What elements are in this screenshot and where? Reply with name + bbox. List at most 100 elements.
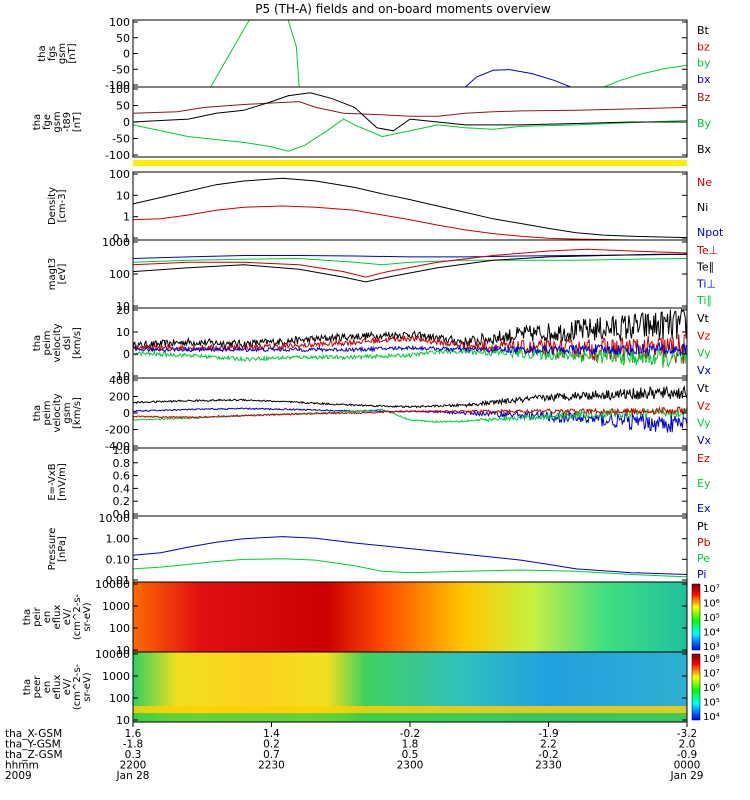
series-line-by — [287, 19, 300, 88]
x-axis-value: 0000 — [674, 760, 701, 772]
y-tick-label: 0.10 — [106, 553, 131, 566]
y-tick-label: 10 — [116, 300, 130, 313]
legend-entry-Vz: Vz — [697, 329, 711, 342]
legend-entry-Ti⊥: Ti⊥ — [696, 277, 716, 290]
y-tick-label: 0.1 — [113, 232, 131, 245]
series-line-Vt — [132, 308, 688, 350]
series-line-Vx — [132, 342, 688, 357]
y-axis-label: peer — [32, 675, 43, 699]
colorbar-tick-label: 10³ — [703, 642, 720, 653]
y-axis-label: velocity — [52, 393, 63, 432]
legend-entry-bx: bx — [697, 73, 711, 86]
legend-entry-Te∥: Te∥ — [696, 261, 714, 274]
legend-entry-Pt: Pt — [697, 520, 709, 533]
y-axis-label: gsm — [62, 402, 73, 423]
y-tick-label: 1.00 — [106, 533, 131, 546]
panel-vel_dsl: 20 10 0 -10 tha peim velocity dsl [km/s] Vt Vz Vy Vx — [32, 304, 712, 383]
y-axis-label: tha — [32, 114, 43, 130]
x-axis-row-label: tha_Z-GSM — [5, 749, 63, 761]
x-axis-value: 2.0 — [679, 739, 696, 751]
y-tick-label: 0.6 — [113, 470, 131, 483]
y-tick-label: 100 — [109, 83, 130, 96]
panel-frame — [132, 307, 688, 379]
y-tick-label: -50 — [112, 133, 130, 146]
x-axis-value: -0.2 — [400, 728, 421, 740]
y-axis-label: [eV] — [57, 264, 68, 285]
series-line-Vz — [132, 334, 688, 365]
colorbar-tick-label: 10⁵ — [703, 698, 720, 709]
colorbar-tick-label: 10⁷ — [703, 669, 720, 680]
panel-density: 100 10 1 0.1 Density [cm-3] Ne Ni Npot — [47, 168, 724, 245]
legend-entry-Vt: Vt — [697, 382, 710, 395]
series-line-Vy — [132, 346, 688, 368]
y-tick-label: 0.01 — [106, 574, 131, 587]
y-axis-label: [cm-3] — [57, 189, 68, 222]
legend-entry-Bx: Bx — [697, 143, 712, 156]
mode-indicator-bar — [133, 160, 687, 166]
series-line-bx — [465, 69, 571, 88]
y-axis-label: [nT] — [67, 43, 78, 63]
panel-frame — [132, 447, 688, 517]
y-tick-label: 10 — [116, 326, 130, 339]
y-axis-label: -t89 — [62, 112, 73, 132]
series-line-Ti⊥ — [132, 253, 688, 259]
colorbar — [691, 653, 701, 721]
y-tick-label: 0.8 — [113, 457, 131, 470]
x-axis-value: 1.6 — [125, 728, 142, 740]
y-tick-label: 0 — [123, 407, 130, 420]
x-axis-ephemeris: tha_X-GSM 1.6 1.4 -0.2 -1.9 -3.2 tha_Y-GSM -1.8… — [5, 722, 703, 782]
y-axis-label: fge — [42, 114, 53, 130]
series-line-Vz — [132, 405, 688, 419]
x-axis-value: 0.7 — [263, 749, 280, 761]
legend-entry-Ne: Ne — [697, 176, 712, 189]
x-axis-value: -1.9 — [538, 728, 559, 740]
x-axis-value: 0.5 — [402, 749, 419, 761]
colorbar-tick-label: 10⁶ — [703, 683, 720, 694]
x-axis-value: 2300 — [397, 760, 424, 772]
legend-entry-Vx: Vx — [697, 364, 712, 377]
y-axis-label: eV/ — [62, 678, 73, 695]
y-tick-label: 1000 — [102, 236, 130, 249]
y-axis-label: eflux — [52, 605, 63, 630]
y-tick-label: 0 — [123, 348, 130, 361]
y-axis-label: Pressure — [47, 528, 58, 571]
colorbar-tick-label: 10⁵ — [703, 613, 720, 624]
legend-entry-Ez: Ez — [697, 452, 710, 465]
series-line-by — [210, 19, 250, 88]
x-axis-value: Jan 29 — [670, 770, 704, 782]
y-axis-label: tha — [22, 609, 33, 625]
panel-frame — [132, 86, 688, 158]
y-axis-label: tha — [32, 335, 43, 351]
y-tick-label: 10 — [116, 644, 130, 657]
y-tick-label: 100 — [109, 622, 130, 635]
legend-entry-By: By — [697, 117, 712, 130]
series-line-Ti∥ — [132, 257, 688, 266]
x-axis-value: -3.2 — [677, 728, 698, 740]
y-tick-label: -100 — [105, 149, 130, 162]
y-axis-label: tha — [32, 405, 43, 421]
y-tick-label: 1000 — [102, 600, 130, 613]
y-axis-label: magt3 — [47, 258, 58, 291]
legend-entry-Vx: Vx — [697, 434, 712, 447]
y-axis-label: [km/s] — [72, 397, 83, 429]
y-tick-label: 0.4 — [113, 482, 131, 495]
y-axis-label: eV/ — [62, 608, 73, 625]
y-tick-label: 100 — [109, 168, 130, 181]
legend-entry-Pe: Pe — [697, 552, 710, 565]
legend-entry-Npot: Npot — [697, 226, 724, 239]
y-tick-label: 400 — [109, 374, 130, 387]
y-tick-label: -100 — [105, 79, 130, 92]
y-axis-label: peim — [42, 330, 53, 355]
x-axis-row-label: 2009 — [5, 770, 32, 782]
legend-entry-Pb: Pb — [697, 536, 711, 549]
series-line-Bz — [132, 101, 688, 117]
y-axis-label: tha — [22, 679, 33, 695]
x-axis-value: -1.8 — [123, 739, 144, 751]
panel-ion_spectrogram: 10⁷ 10⁶ 10⁵ 10⁴ 10³ 10000 1000 100 10 tha peir en ef… — [22, 578, 720, 657]
x-axis-value: Jan 28 — [116, 770, 150, 782]
y-tick-label: -400 — [105, 440, 130, 453]
x-axis-value: 1.8 — [402, 739, 419, 751]
y-axis-label: tha — [37, 45, 48, 61]
legend-entry-Pi: Pi — [697, 568, 706, 581]
